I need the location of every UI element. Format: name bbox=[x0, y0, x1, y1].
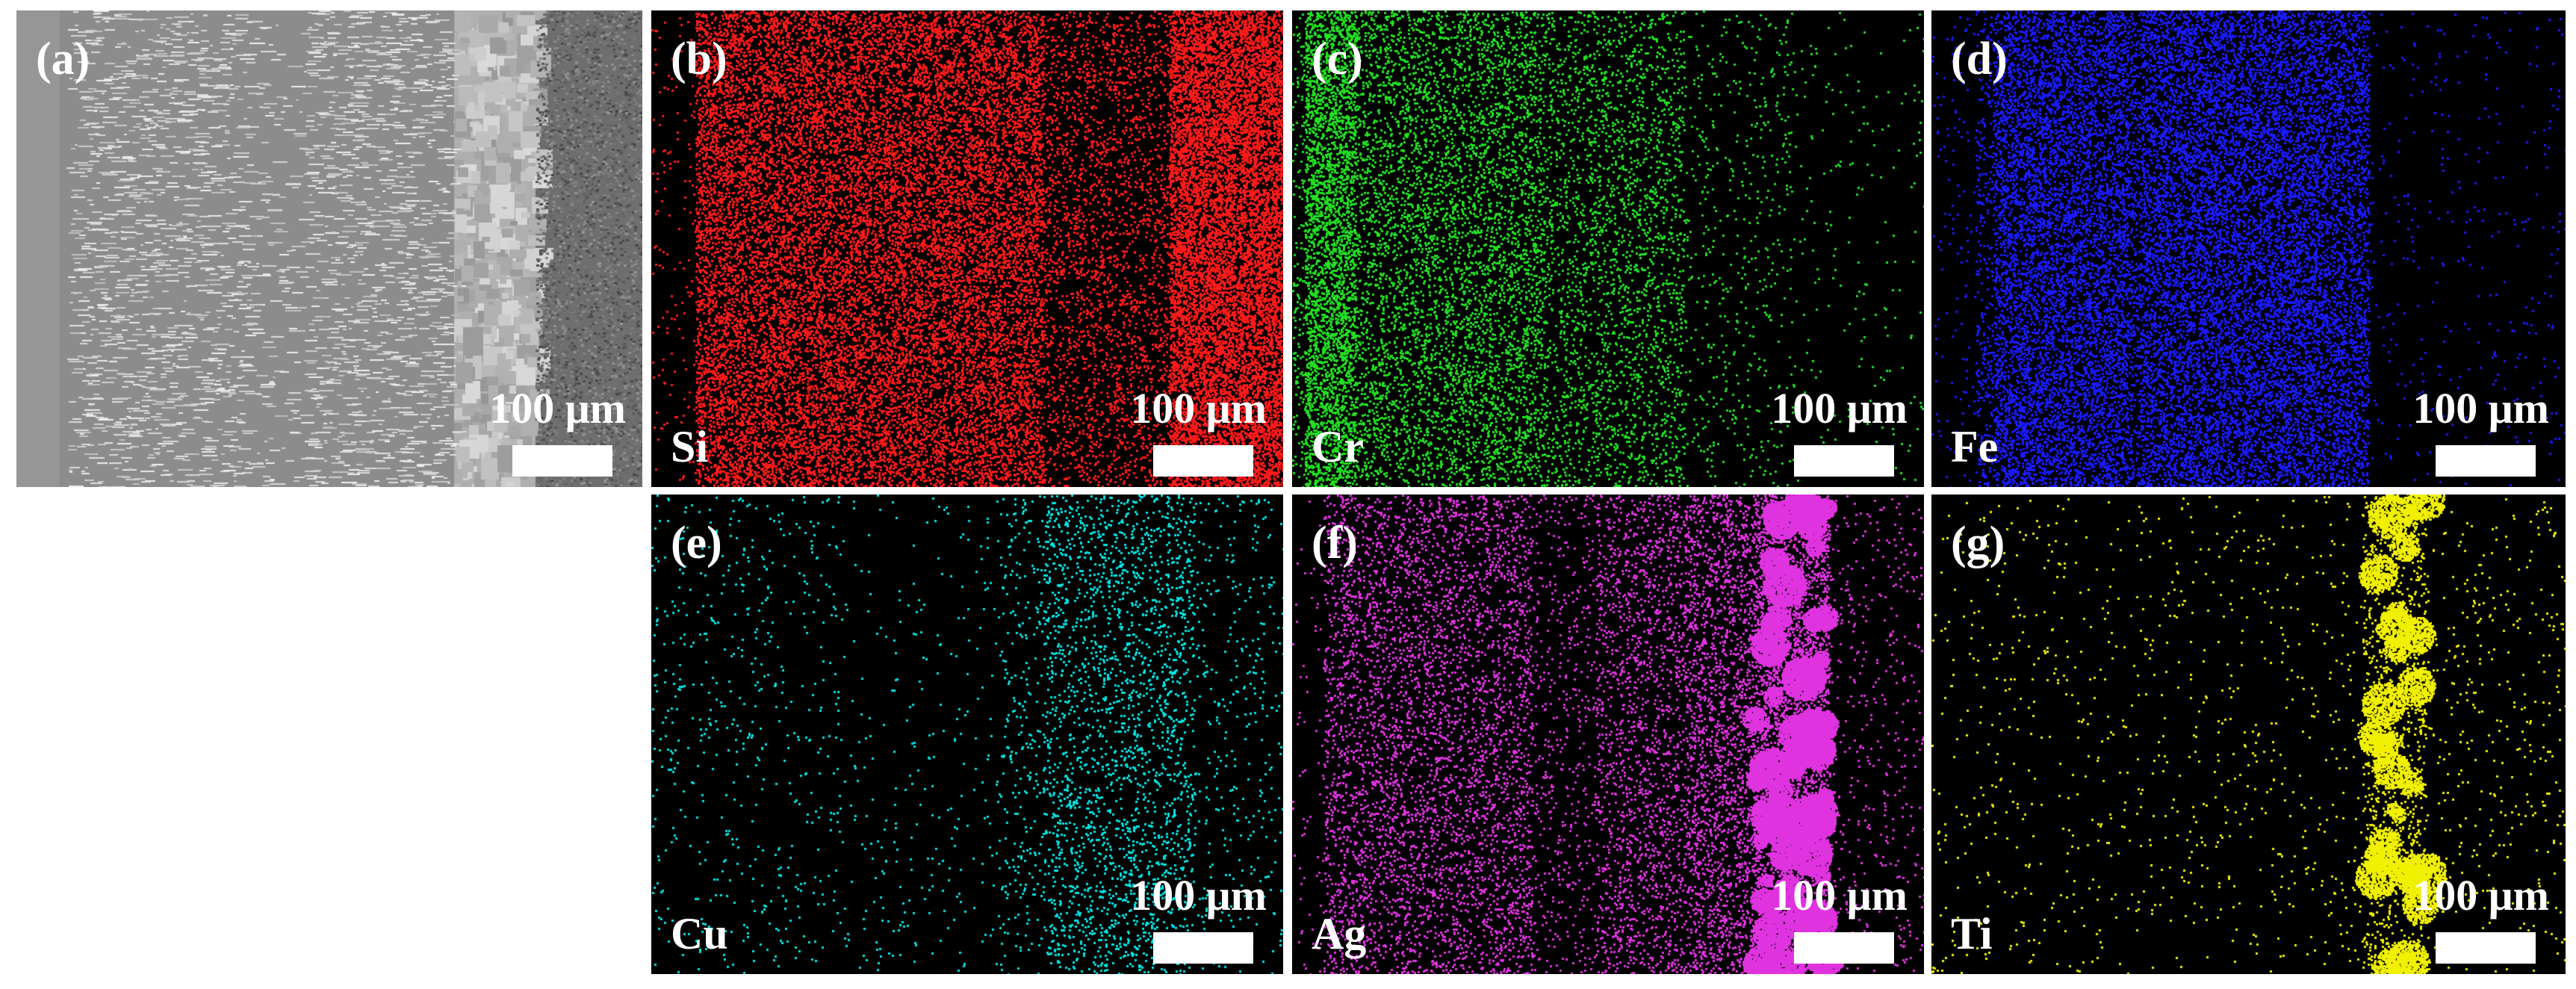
scale-bar bbox=[512, 445, 612, 477]
scale-bar bbox=[2436, 445, 2536, 477]
si-element-map bbox=[651, 10, 1283, 487]
scale-bar-label: 100 μm bbox=[1130, 384, 1267, 433]
scale-bar-label: 100 μm bbox=[1771, 871, 1908, 920]
cr-element-map bbox=[1292, 10, 1924, 487]
scale-bar bbox=[1794, 932, 1894, 964]
element-label: Fe bbox=[1951, 422, 1999, 471]
scale-bar-label: 100 μm bbox=[2412, 871, 2549, 920]
scale-bar-label: 100 μm bbox=[1130, 871, 1267, 920]
panel-g-ti-map: (g) Ti 100 μm bbox=[1931, 494, 2566, 974]
panel-e-cu-map: (e) Cu 100 μm bbox=[651, 494, 1283, 974]
element-label: Cu bbox=[671, 909, 728, 958]
scale-bar bbox=[1153, 445, 1253, 477]
ti-element-map bbox=[1931, 494, 2566, 974]
scale-bar-label: 100 μm bbox=[1771, 384, 1908, 433]
scale-bar bbox=[1794, 445, 1894, 477]
panel-label: (b) bbox=[671, 34, 727, 84]
element-label: Ti bbox=[1951, 909, 1993, 958]
panel-label: (a) bbox=[36, 34, 90, 84]
element-label: Si bbox=[671, 422, 709, 471]
panel-label: (g) bbox=[1951, 518, 2005, 568]
panel-d-fe-map: (d) Fe 100 μm bbox=[1931, 10, 2566, 487]
scale-bar-label: 100 μm bbox=[489, 384, 626, 433]
sem-micrograph bbox=[16, 10, 642, 487]
panel-label: (f) bbox=[1312, 518, 1358, 568]
panel-label: (c) bbox=[1312, 34, 1363, 84]
scale-bar bbox=[2436, 932, 2536, 964]
cu-element-map bbox=[651, 494, 1283, 974]
panel-a-sem-image: (a) 100 μm bbox=[16, 10, 642, 487]
element-label: Ag bbox=[1312, 909, 1367, 958]
panel-label: (d) bbox=[1951, 34, 2008, 84]
ag-element-map bbox=[1292, 494, 1924, 974]
panel-f-ag-map: (f) Ag 100 μm bbox=[1292, 494, 1924, 974]
panel-label: (e) bbox=[671, 518, 722, 568]
panel-b-si-map: (b) Si 100 μm bbox=[651, 10, 1283, 487]
scale-bar bbox=[1153, 932, 1253, 964]
panel-c-cr-map: (c) Cr 100 μm bbox=[1292, 10, 1924, 487]
scale-bar-label: 100 μm bbox=[2412, 384, 2549, 433]
element-label: Cr bbox=[1312, 422, 1364, 471]
fe-element-map bbox=[1931, 10, 2566, 487]
